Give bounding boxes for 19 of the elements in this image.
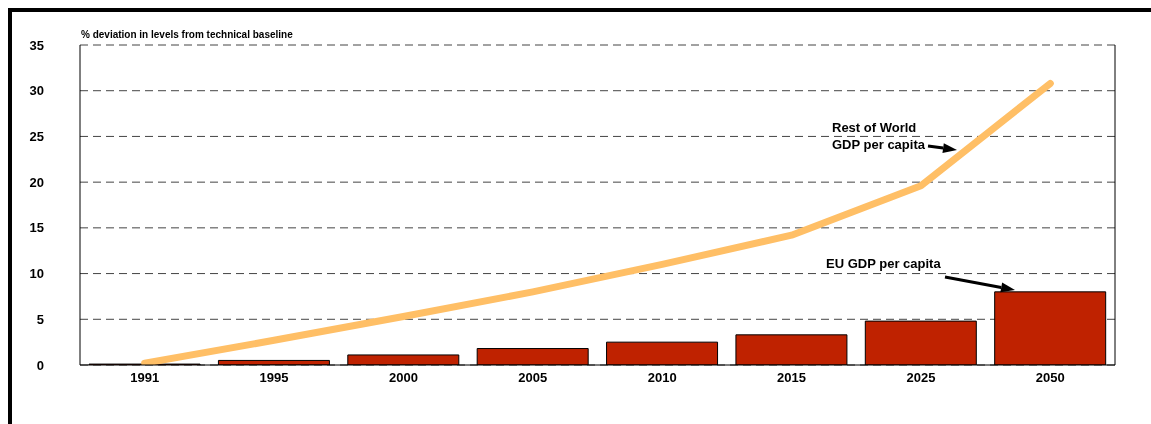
x-tick-label: 2000 bbox=[388, 370, 418, 386]
x-tick-label: 2010 bbox=[647, 370, 677, 386]
y-axis-title: % deviation in levels from technical baseline bbox=[81, 29, 293, 40]
y-tick-label: 5 bbox=[36, 311, 44, 327]
y-tick-label: 35 bbox=[29, 37, 44, 53]
x-tick-label: 2015 bbox=[777, 370, 807, 386]
y-tick-label: 10 bbox=[29, 266, 44, 282]
x-tick-label: 2005 bbox=[518, 370, 548, 386]
y-tick-label: 25 bbox=[29, 129, 44, 145]
y-tick-label: 20 bbox=[29, 174, 44, 190]
x-tick-label: 1991 bbox=[130, 370, 160, 386]
text: EU GDP per capita bbox=[826, 256, 942, 271]
y-tick-label: 30 bbox=[29, 83, 44, 99]
x-tick-label: 1995 bbox=[259, 370, 289, 386]
x-tick-label: 2050 bbox=[1035, 370, 1065, 386]
series-label: Rest of World GDP per capita bbox=[832, 120, 926, 152]
x-tick-label: 2025 bbox=[906, 370, 936, 386]
y-tick-label: 15 bbox=[29, 220, 44, 236]
y-tick-label: 0 bbox=[36, 357, 44, 373]
